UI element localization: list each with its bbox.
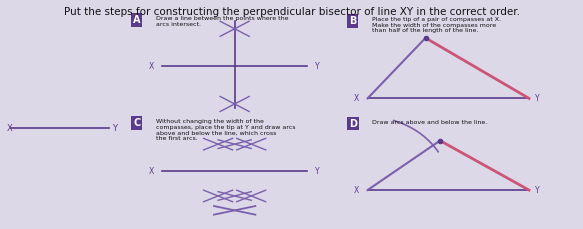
- Text: Put the steps for constructing the perpendicular bisector of line XY in the corr: Put the steps for constructing the perpe…: [64, 7, 519, 17]
- Text: Y: Y: [315, 62, 320, 71]
- Text: X: X: [354, 94, 359, 103]
- Text: Y: Y: [112, 124, 117, 133]
- Text: X: X: [149, 167, 154, 176]
- Text: X: X: [354, 185, 359, 195]
- Text: A: A: [134, 15, 141, 25]
- Text: Without changing the width of the
compasses, place the tip at Y and draw arcs
ab: Without changing the width of the compas…: [156, 119, 296, 141]
- Text: X: X: [149, 62, 154, 71]
- Text: Y: Y: [315, 167, 320, 176]
- Text: Draw a line between the points where the
arcs intersect.: Draw a line between the points where the…: [156, 16, 289, 27]
- Text: Place the tip of a pair of compasses at X.
Make the width of the compasses more
: Place the tip of a pair of compasses at …: [372, 17, 501, 33]
- Text: Draw arcs above and below the line.: Draw arcs above and below the line.: [372, 120, 487, 125]
- Text: Y: Y: [535, 94, 540, 103]
- Text: Y: Y: [535, 185, 540, 195]
- Text: D: D: [349, 119, 357, 129]
- Text: B: B: [349, 16, 356, 26]
- Text: X: X: [7, 124, 13, 133]
- Text: C: C: [134, 118, 141, 128]
